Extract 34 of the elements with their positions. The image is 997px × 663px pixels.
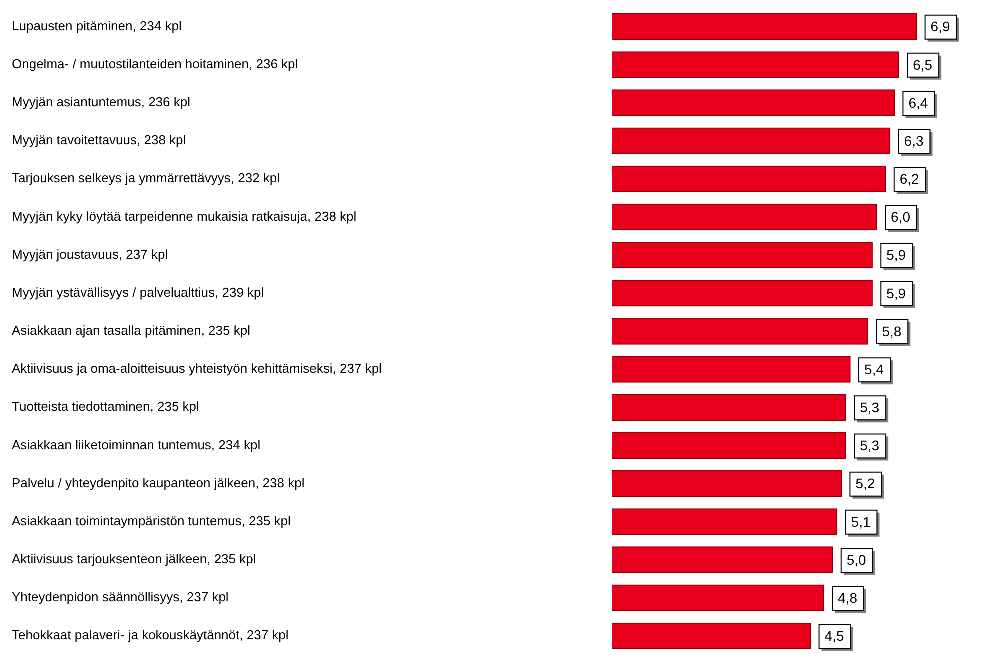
y-tick-label: Aktiivisuus ja oma-aloitteisuus yhteistyön kehittämiseksi, 237 kpl: [12, 361, 382, 376]
y-tick-label: Tehokkaat palaveri- ja kokouskäytännöt, 237 kpl: [12, 628, 289, 643]
data-label: 6,9: [930, 18, 950, 35]
y-tick-label: Asiakkaan liiketoiminnan tuntemus, 234 kpl: [12, 437, 261, 452]
y-tick-label: Asiakkaan toimintaympäristön tuntemus, 235 kpl: [12, 513, 292, 528]
data-label: 6,4: [908, 94, 928, 111]
data-label: 5,4: [864, 361, 884, 378]
data-label: 5,8: [882, 323, 902, 340]
data-label: 4,8: [838, 590, 858, 606]
data-label: 6,2: [900, 171, 920, 188]
data-label: 6,0: [891, 209, 911, 226]
data-label: 5,9: [886, 247, 906, 264]
y-tick-label: Myyjän kyky löytää tarpeidenne mukaisia ratkaisuja, 238 kpl: [12, 208, 357, 224]
data-label: 6,3: [904, 132, 924, 149]
data-label: 5,2: [856, 476, 876, 492]
data-label: 5,3: [860, 400, 880, 416]
y-tick-label: Tuotteista tiedottaminen, 235 kpl: [12, 399, 200, 414]
y-tick-label: Myyjän tavoitettavuus, 238 kpl: [12, 132, 186, 148]
y-tick-label: Asiakkaan ajan tasalla pitäminen, 235 kpl: [12, 323, 251, 338]
y-tick-label: Yhteydenpidon säännöllisyys, 237 kpl: [12, 590, 229, 605]
y-tick-label: Lupausten pitäminen, 234 kpl: [12, 18, 182, 34]
y-tick-label: Ongelma- / muutostilanteiden hoitaminen, 236 kpl: [12, 56, 298, 72]
data-label: 5,1: [851, 514, 871, 530]
y-tick-label: Myyjän ystävällisyys / palvelualttius, 239 kpl: [12, 284, 264, 300]
y-tick-label: Myyjän asiantuntemus, 236 kpl: [12, 94, 191, 110]
y-tick-label: Aktiivisuus tarjouksenteon jälkeen, 235 kpl: [12, 552, 256, 567]
data-label: 6,5: [913, 56, 933, 73]
data-label: 5,9: [886, 285, 906, 302]
data-label: 4,5: [824, 628, 844, 644]
y-tick-label: Tarjouksen selkeys ja ymmärrettävyys, 232 kpl: [12, 170, 280, 186]
data-label: 5,0: [846, 552, 867, 568]
data-label: 5,3: [860, 438, 880, 454]
y-tick-label: Myyjän joustavuus, 237 kpl: [12, 246, 168, 262]
y-tick-label: Palvelu / yhteydenpito kaupanteon jälkeen, 238 kpl: [12, 475, 305, 490]
